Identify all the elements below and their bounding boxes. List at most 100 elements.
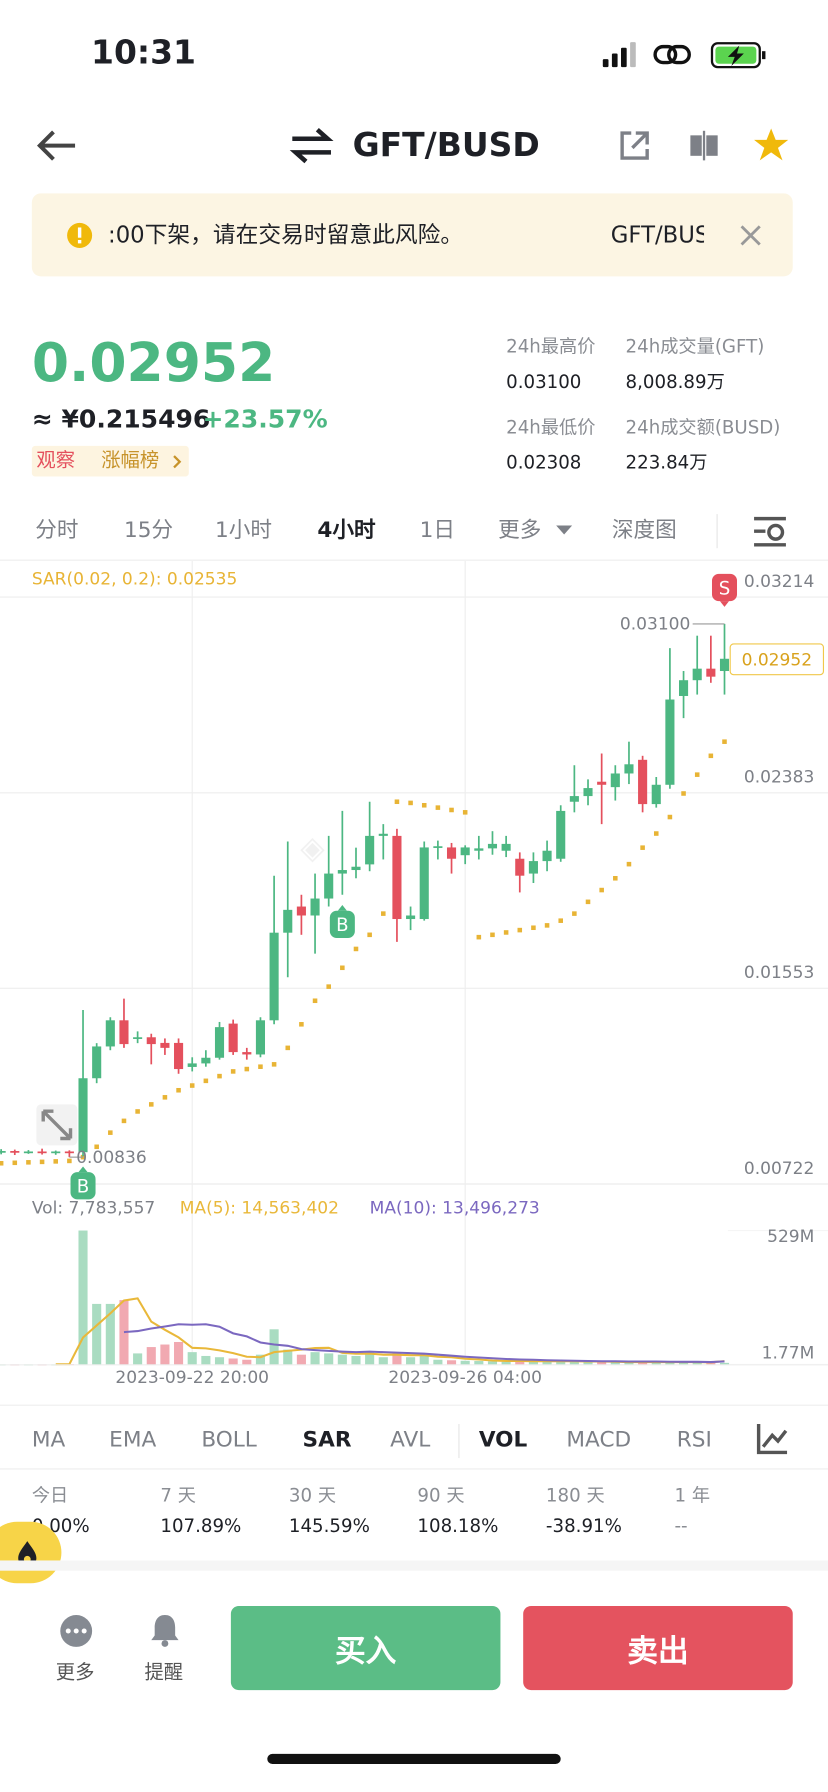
volume-bar: [392, 1353, 402, 1365]
alert-icon[interactable]: [148, 1612, 182, 1648]
volume-bar: [187, 1352, 197, 1365]
y-tick-label: 1.77M: [762, 1344, 815, 1364]
favorite-button[interactable]: [753, 126, 789, 162]
more-label[interactable]: 更多: [55, 1661, 95, 1685]
interval-tab[interactable]: 4小时: [317, 517, 376, 543]
x-tick-label: 2023-09-22 20:00: [115, 1368, 269, 1388]
sar-dot: [585, 899, 591, 905]
volume-bar: [296, 1354, 306, 1365]
volume-bar: [378, 1357, 388, 1365]
candle-body: [487, 843, 498, 849]
compare-button[interactable]: [687, 129, 721, 163]
candle-body: [624, 764, 634, 774]
volume-bar: [160, 1344, 170, 1365]
sar-dot: [340, 965, 345, 971]
buy-button[interactable]: 买入: [230, 1605, 501, 1691]
candle-body: [201, 1057, 211, 1064]
candle-body: [92, 1046, 102, 1079]
interval-tab[interactable]: 深度图: [611, 517, 677, 543]
y-tick-label: 529M: [767, 1227, 814, 1247]
volume-bar: [174, 1341, 184, 1365]
candle-body: [255, 1020, 266, 1055]
signal-marker: [711, 573, 738, 602]
share-button[interactable]: [618, 129, 652, 163]
volume-bar: [528, 1361, 538, 1365]
sar-dot: [449, 807, 454, 813]
sar-dot: [394, 799, 400, 805]
last-price-label: 0.02952: [742, 651, 813, 671]
sar-dot: [217, 1073, 222, 1079]
volume-bar: [679, 1362, 689, 1365]
volume-bar: [419, 1355, 429, 1365]
volume-bar: [105, 1303, 115, 1365]
last-price-tag: [729, 643, 825, 676]
ma-line: [55, 1297, 725, 1366]
sar-dot: [613, 876, 618, 881]
interval-tab[interactable]: 1小时: [214, 517, 272, 543]
volume-bar: [324, 1353, 334, 1365]
interval-tab[interactable]: 更多: [498, 517, 542, 543]
stat-label: 24h成交额(BUSD): [625, 416, 781, 438]
sar-dot: [67, 1158, 72, 1164]
volume-bar: [487, 1361, 498, 1365]
volume-bar: [515, 1360, 525, 1365]
indicator-tab[interactable]: AVL: [390, 1427, 431, 1453]
sell-button[interactable]: 卖出: [523, 1605, 793, 1691]
dropdown-icon: [556, 525, 573, 535]
chart-settings[interactable]: [752, 514, 788, 550]
candle-body: [501, 843, 511, 851]
signal-pointer: [719, 601, 730, 607]
notice-icon: [67, 222, 93, 248]
more-icon[interactable]: [59, 1614, 93, 1648]
sar-dot: [503, 930, 509, 935]
candle-body: [679, 680, 689, 696]
interval-tab[interactable]: 分时: [35, 517, 79, 543]
indicator-tab[interactable]: MACD: [566, 1427, 632, 1453]
divider: [716, 514, 718, 549]
indicator-tab[interactable]: BOLL: [201, 1427, 257, 1453]
perf-value: --: [674, 1514, 688, 1537]
watermark: ◈: [300, 829, 325, 867]
indicator-tab[interactable]: EMA: [109, 1427, 157, 1453]
sar-dot: [694, 772, 700, 777]
swap-icon[interactable]: [289, 125, 334, 166]
volume-bar: [119, 1300, 129, 1365]
section-gap: [0, 1560, 828, 1571]
pair-title: GFT/BUSD: [352, 125, 540, 164]
sar-dot: [26, 1160, 31, 1165]
indicator-tab[interactable]: SAR: [302, 1427, 352, 1453]
volume-bar: [460, 1360, 470, 1365]
indicator-tab[interactable]: MA: [31, 1427, 66, 1453]
perf-value: 108.18%: [417, 1514, 499, 1537]
candle-body: [446, 847, 457, 859]
sar-dot: [203, 1078, 209, 1084]
candle-body: [119, 1020, 129, 1045]
interval-tab[interactable]: 15分: [123, 517, 174, 543]
signal-label: S: [719, 578, 731, 599]
sar-label: SAR(0.02, 0.2): 0.02535: [32, 570, 238, 590]
tag[interactable]: 涨幅榜: [101, 449, 160, 473]
divider: [0, 1404, 828, 1406]
sar-dot: [626, 861, 632, 867]
y-tick-label: 0.02383: [744, 768, 815, 788]
indicator-tab[interactable]: RSI: [676, 1429, 712, 1452]
interval-tab[interactable]: 1日: [419, 517, 456, 543]
sar-dot: [176, 1087, 181, 1093]
notice-close[interactable]: [738, 223, 763, 248]
volume-bar: [92, 1303, 102, 1365]
sar-dot: [285, 1045, 291, 1051]
sar-dot: [517, 927, 523, 933]
sar-dot: [271, 1062, 277, 1067]
sar-dot: [367, 932, 372, 938]
candle-body: [51, 1151, 61, 1154]
sar-dot: [408, 800, 413, 806]
alert-label[interactable]: 提醒: [144, 1661, 184, 1685]
back-button[interactable]: [34, 125, 79, 166]
candle-body: [283, 909, 293, 933]
candle-body: [706, 668, 716, 677]
indicator-tab[interactable]: VOL: [478, 1427, 528, 1453]
volume-bar: [351, 1355, 361, 1365]
indicator-settings[interactable]: [755, 1422, 789, 1456]
tag[interactable]: 观察: [36, 449, 76, 473]
